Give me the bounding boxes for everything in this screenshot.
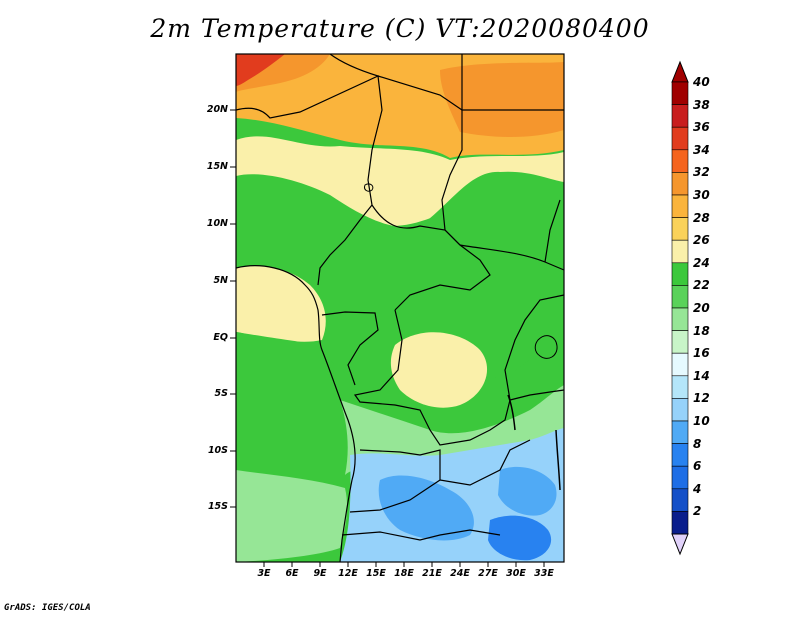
colorbar-label: 40: [693, 75, 710, 89]
lat-label: 20N: [206, 104, 228, 115]
border-angola-zambia: [349, 449, 441, 513]
colorbar-label: 24: [693, 255, 710, 270]
colorbar-label: 34: [693, 142, 710, 157]
colorbar-label: 10: [693, 414, 710, 428]
colorbar-label: 22: [693, 278, 710, 293]
region-ocean: [236, 332, 357, 510]
lon-label: 27E: [478, 568, 498, 579]
colorbar-swatch: [671, 352, 689, 377]
lat-label: EQ: [213, 332, 228, 343]
lake-victoria: [534, 335, 558, 359]
border-niger-chad: [235, 75, 383, 206]
lakes: [364, 183, 561, 491]
map-frame: [235, 53, 565, 563]
colorbar-label: 36: [693, 120, 710, 135]
border-zambia-south: [439, 439, 531, 486]
colorbar-top-arrow: [671, 60, 689, 83]
lon-label: 24E: [450, 568, 470, 579]
border-car: [371, 204, 491, 311]
colorbar-swatch: [671, 172, 689, 196]
region-pale-north: [236, 136, 564, 226]
lat-label: 10S: [207, 445, 228, 456]
colorbar: [671, 60, 689, 556]
lat-label: 15N: [206, 161, 228, 172]
lon-ticks: [263, 562, 545, 567]
lat-label: 10N: [206, 218, 228, 229]
lake-chad: [364, 183, 374, 192]
colorbar-label: 20: [693, 301, 710, 315]
colorbar-swatch: [671, 81, 689, 105]
colorbar-swatch: [671, 330, 689, 354]
region-ocean-light: [236, 470, 348, 562]
colorbar-label: 2: [693, 504, 702, 519]
colorbar-swatch: [671, 104, 689, 128]
colorbar-swatch: [671, 262, 689, 286]
credit-footer: GrADS: IGES/COLA: [4, 603, 91, 613]
border-nigeria-cameroon: [317, 204, 373, 286]
colorbar-label: 32: [693, 165, 710, 180]
colorbar-label: 8: [693, 436, 702, 451]
colorbar-label: 38: [693, 97, 710, 112]
colorbar-label: 4: [693, 481, 702, 496]
border-south-sudan: [459, 244, 565, 271]
country-borders: [235, 53, 565, 563]
lon-label: 30E: [506, 568, 526, 579]
colorbar-label: 14: [693, 368, 710, 383]
region-very-hot: [236, 54, 285, 86]
colorbar-swatch: [671, 375, 689, 399]
colorbar-swatch: [671, 239, 689, 264]
lon-label: 3E: [257, 568, 271, 579]
colorbar-label: 30: [693, 188, 710, 202]
colorbar-boxes: [671, 81, 689, 535]
colorbar-swatch: [671, 194, 689, 218]
border-ethiopia: [544, 199, 561, 263]
border-drc: [353, 294, 565, 446]
colorbar-swatch: [671, 443, 689, 467]
colorbar-swatch: [671, 126, 689, 151]
colorbar-swatch: [671, 398, 689, 422]
colorbar-label: 18: [693, 323, 710, 338]
lon-label: 21E: [422, 568, 442, 579]
border-tanzania: [509, 389, 565, 401]
border-namibia: [341, 529, 501, 541]
colorbar-swatch: [671, 285, 689, 309]
lake-malawi: [555, 429, 561, 491]
colorbar-bottom-arrow: [671, 533, 689, 556]
colorbar-label: 28: [693, 210, 710, 225]
lon-label: 12E: [338, 568, 358, 579]
lon-label: 6E: [285, 568, 299, 579]
colorbar-label: 26: [693, 233, 710, 248]
lat-ticks: [230, 109, 236, 508]
lon-label: 18E: [394, 568, 414, 579]
chart-title: 2m Temperature (C) VT:2020080400: [150, 14, 650, 43]
lat-label: 5S: [214, 388, 228, 399]
lon-label: 15E: [366, 568, 386, 579]
colorbar-swatch: [671, 149, 689, 173]
region-cooler: [378, 466, 557, 541]
border-gabon-congo: [321, 311, 379, 386]
colorbar-swatch: [671, 420, 689, 444]
lake-tanganyika: [507, 394, 516, 431]
lon-label: 9E: [313, 568, 327, 579]
region-pale-coast: [236, 265, 326, 342]
lat-label: 15S: [207, 501, 228, 512]
lat-label: 5N: [213, 275, 228, 286]
region-warm: [236, 54, 564, 137]
colorbar-swatch: [671, 217, 689, 241]
colorbar-swatch: [671, 511, 689, 535]
coastline-west: [235, 265, 356, 563]
colorbar-swatch: [671, 488, 689, 512]
lon-label: 33E: [534, 568, 554, 579]
colorbar-swatch: [671, 465, 689, 490]
colorbar-label: 12: [693, 391, 710, 406]
region-coolest: [488, 515, 552, 561]
colorbar-label: 6: [693, 459, 702, 474]
colorbar-label: 16: [693, 346, 710, 361]
temperature-field: [236, 54, 564, 562]
colorbar-swatch: [671, 307, 689, 331]
region-pale-congo: [390, 332, 488, 408]
